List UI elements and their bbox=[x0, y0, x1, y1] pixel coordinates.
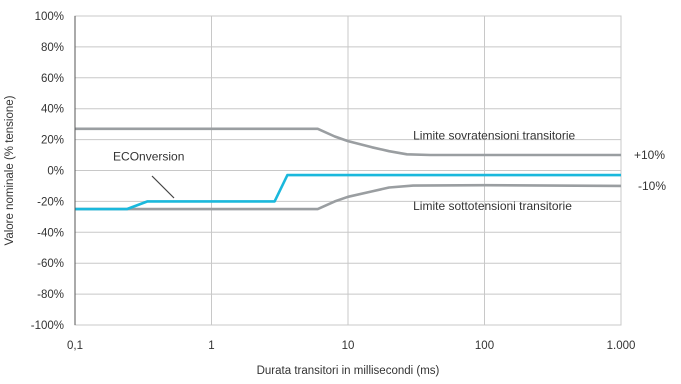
y-tick-label: 80% bbox=[41, 42, 64, 54]
grid bbox=[74, 15, 622, 326]
x-tick-label: 10 bbox=[342, 340, 355, 352]
x-tick-label: 1.000 bbox=[607, 340, 636, 352]
series-lines bbox=[75, 127, 622, 211]
series-line-econversion bbox=[75, 173, 621, 211]
y-tick-label: -40% bbox=[37, 227, 64, 239]
axes: 100% 80% 60% 40% 20% 0% -20% -40% -60% -80% -100%0… bbox=[4, 11, 635, 377]
x-tick-label: 0,1 bbox=[67, 340, 83, 352]
x-axis-title: Durata transitori in millisecondi (ms) bbox=[257, 365, 440, 377]
series-line-limite-sovratensioni-transitorie bbox=[75, 127, 621, 157]
x-tick-label: 1 bbox=[208, 340, 214, 352]
lower-limit-label: Limite sottotensioni transitorie bbox=[413, 199, 572, 213]
y-tick-label: 20% bbox=[41, 135, 64, 147]
annotations: Limite sovratensioni transitorie Limite s… bbox=[113, 129, 666, 213]
y-tick-label: -100% bbox=[31, 320, 64, 332]
x-tick-label: 100 bbox=[475, 340, 494, 352]
econversion-pointer bbox=[151, 175, 175, 199]
y-tick-label: 0% bbox=[47, 166, 64, 178]
plus10-threshold-label: +10% bbox=[634, 148, 665, 162]
series-line-limite-sottotensioni-transitorie bbox=[75, 183, 622, 211]
y-axis-title: Valore nominale (% tensione) bbox=[4, 95, 16, 245]
upper-limit-label: Limite sovratensioni transitorie bbox=[413, 129, 575, 143]
y-tick-label: -60% bbox=[37, 258, 64, 270]
y-tick-label: -80% bbox=[37, 289, 64, 301]
y-tick-label: 40% bbox=[41, 104, 64, 116]
minus10-threshold-label: -10% bbox=[638, 179, 666, 193]
y-tick-label: -20% bbox=[37, 196, 64, 208]
y-tick-label: 60% bbox=[41, 73, 64, 85]
y-tick-label: 100% bbox=[35, 11, 64, 23]
econversion-label: ECOnversion bbox=[113, 149, 184, 163]
